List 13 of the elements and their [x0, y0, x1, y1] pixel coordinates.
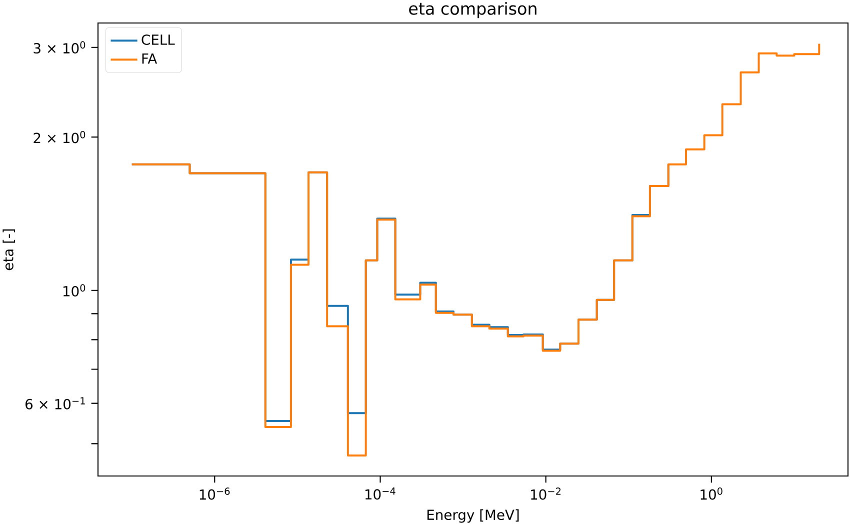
y-tick-label: 2 × 10$^{0}$ [34, 130, 86, 144]
legend-label: CELL [142, 34, 175, 45]
y-tick-label: 10$^{0}$ [63, 284, 86, 296]
x-tick-label: 10$^{0}$ [700, 488, 722, 500]
y-axis-title: eta [-] [2, 229, 16, 270]
x-tick-label: 10$^{−6}$ [200, 488, 230, 500]
x-tick-label: 10$^{−2}$ [531, 488, 561, 500]
y-tick-label: 6 × 10$^{−1}$ [26, 397, 85, 410]
x-axis-title: Energy [MeV] [427, 509, 519, 523]
chart-title: eta comparison [409, 2, 536, 18]
x-tick-label: 10$^{−4}$ [365, 488, 396, 500]
legend-label: FA [142, 53, 158, 64]
y-tick-label: 3 × 10$^{0}$ [34, 41, 86, 54]
